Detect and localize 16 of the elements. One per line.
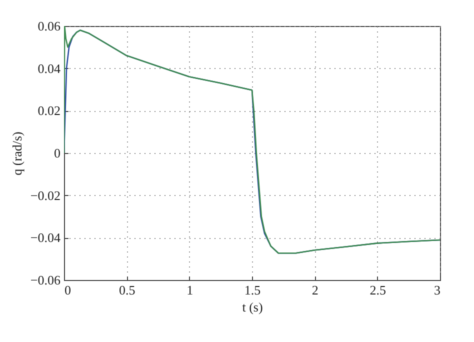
x-tick-label: 0.5 [119,282,136,298]
x-tick-label: 2 [312,282,318,298]
y-tick-label: 0.06 [38,18,61,34]
y-tick-label: −0.06 [30,272,61,288]
x-axis-title: t (s) [242,300,263,314]
y-axis-title: q (rad/s) [9,132,24,176]
y-tick-label: −0.02 [30,188,60,203]
x-tick-label: 2.5 [370,282,386,298]
x-tick-label: 1.5 [244,282,261,298]
x-tick-label: 0 [64,282,71,298]
y-tick-label: −0.04 [30,230,61,246]
y-tick-label: 0.02 [38,103,60,118]
y-tick-label: 0.04 [38,60,61,76]
x-tick-label: 1 [186,282,194,298]
y-tick-label: 0 [54,146,60,160]
x-tick-label: 3 [434,282,440,298]
